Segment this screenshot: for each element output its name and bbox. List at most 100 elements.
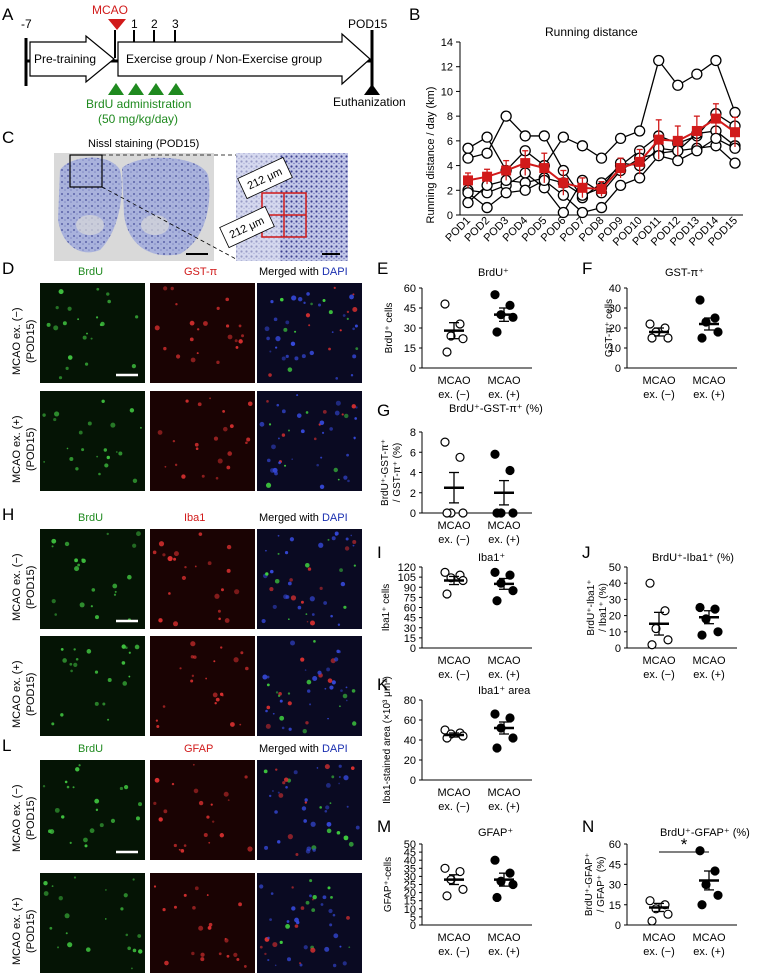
cell-signal [300,600,304,604]
euthanization-marker-icon [364,84,380,95]
column-header-brdu: BrdU [78,266,103,278]
micrograph-brdu [40,283,145,383]
cell-signal [265,482,272,488]
cell-signal [54,613,58,616]
data-point [508,508,518,518]
column-header-marker: GFAP [184,743,213,755]
cell-signal [279,940,283,944]
x-category-label: MCAO [488,655,521,667]
x-category-label: MCAO [488,787,521,799]
cell-signal [285,354,289,358]
y-axis-label: / GST-π⁺ (%) [392,443,403,502]
cell-signal [123,785,129,790]
cell-signal [263,769,268,774]
cell-signal [238,324,242,328]
mean-point [730,127,740,138]
cell-signal [158,541,165,547]
cell-signal [203,832,208,837]
cell-signal [309,620,315,626]
cell-signal [277,534,280,537]
individual-point [500,110,512,122]
cell-signal [320,456,323,459]
cell-signal [270,892,274,895]
data-point [508,733,518,743]
cell-signal [266,675,270,679]
cell-signal [346,805,349,808]
cell-signal [167,555,173,562]
micrograph-background [150,529,255,629]
y-tick-label: 0 [615,920,621,932]
cell-signal [277,791,280,794]
cell-signal [134,644,140,650]
x-category-label: MCAO [438,787,471,799]
cell-signal [311,908,316,913]
panel-letter: M [377,817,391,836]
cell-signal [207,926,212,930]
cell-signal [227,451,233,456]
cell-signal [316,767,319,769]
cell-signal [333,467,338,473]
panel-letter: K [377,675,389,694]
cell-signal [326,821,332,827]
panel-c: C Nissl staining (POD15) 212 μm 212 μm [2,128,348,261]
y-tick-label: 20 [609,611,621,623]
y-tick-label: 120 [398,562,416,574]
y-tick-label: 80 [404,695,416,707]
y-tick-label: 45 [609,859,621,871]
data-point [490,290,500,300]
cell-signal [351,689,356,693]
cell-signal [114,590,117,593]
cell-signal [181,474,186,479]
row-label: MCAO ex. (−) [11,553,23,621]
y-tick-label: 45 [404,303,416,315]
cell-signal [128,675,131,678]
pretraining-label: Pre-training [34,52,96,66]
cell-signal [243,965,247,968]
x-category-label: MCAO [488,520,521,532]
cell-signal [98,472,101,476]
cell-signal [107,299,111,304]
y-tick-label: 0 [615,363,621,375]
row-label-pod: (POD15) [25,673,37,716]
chart-f: F GST-π⁺ 0 10 20 30 40 GST-π⁺ cells MCAO ex. (−) M… [582,259,737,401]
chart-n: N BrdU⁺-GFAP⁺ (%) 0 15 30 45 60 BrdU⁺-GFAP⁺ / GF… [582,817,750,958]
cell-signal [247,846,253,852]
cell-signal [350,534,353,537]
data-point [647,640,657,650]
cell-signal [200,957,205,962]
cell-signal [354,324,358,328]
y-tick-label: 5 [410,912,416,924]
cell-signal [330,896,333,899]
cell-signal [325,783,331,788]
cell-signal [217,609,221,613]
groups-arrow [117,32,371,86]
y-tick-label: 60 [404,603,416,615]
cell-signal [281,409,286,414]
cell-signal [324,764,330,770]
cell-signal [86,332,88,335]
cell-signal [224,938,229,943]
cell-signal [290,640,296,646]
cell-signal [284,464,287,467]
data-point [458,508,468,518]
data-point [695,602,705,613]
cell-signal [217,458,223,464]
cell-signal [132,543,137,548]
cell-signal [190,357,196,363]
cell-signal [203,321,208,326]
x-category-label: MCAO [693,655,726,667]
mcao-marker-icon [108,19,126,30]
cell-signal [153,801,157,805]
cell-signal [208,922,213,927]
micrograph-background [150,391,255,491]
cell-signal [287,701,292,706]
cell-signal [266,705,271,710]
cell-signal [162,705,166,708]
row-label-pod: (POD15) [25,320,37,363]
cell-signal [265,709,268,713]
cell-signal [305,563,310,568]
data-point [697,630,707,640]
cell-signal [303,301,306,305]
cell-signal [175,354,181,359]
